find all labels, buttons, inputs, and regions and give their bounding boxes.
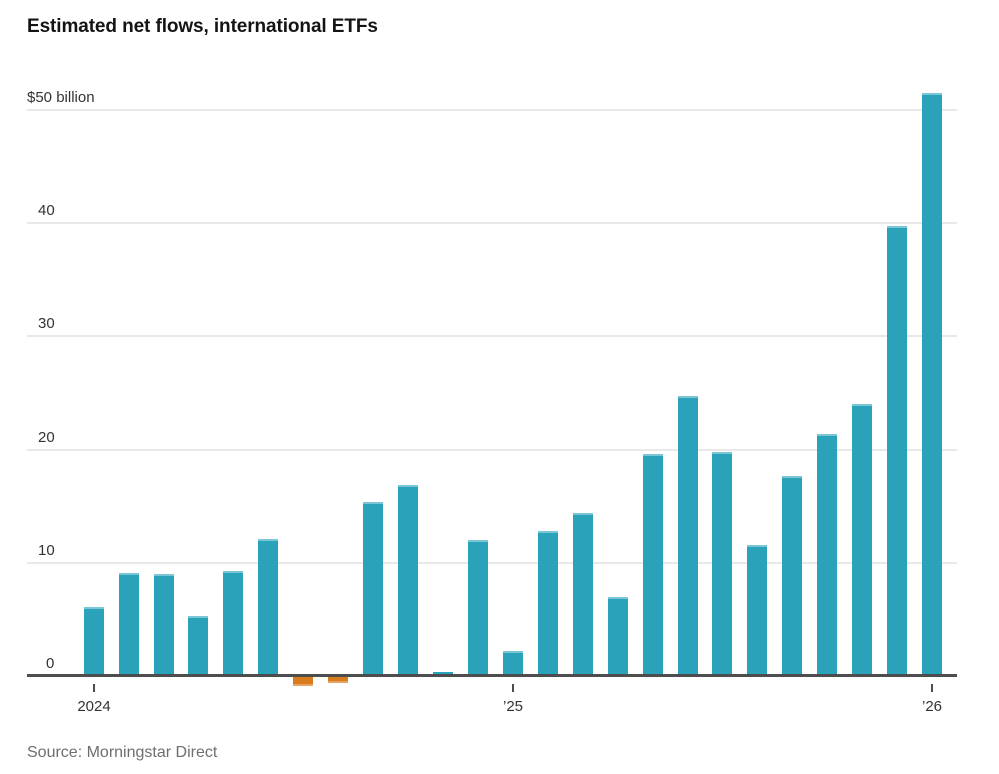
bar-may-2025 bbox=[643, 454, 663, 677]
gridline-50 bbox=[27, 109, 957, 111]
x-tick-0 bbox=[93, 684, 95, 692]
bar-oct-2024 bbox=[398, 485, 418, 677]
bar-aug-2025 bbox=[747, 545, 767, 677]
y-axis-label-30: 30 bbox=[38, 315, 55, 332]
bar-jul-2024 bbox=[293, 677, 313, 686]
bar-sep-2024 bbox=[363, 502, 383, 677]
bar-nov-2025 bbox=[852, 404, 872, 677]
bar-jun-2024 bbox=[258, 539, 278, 677]
bar-aug-2024 bbox=[328, 677, 348, 683]
bar-apr-2024 bbox=[188, 616, 208, 677]
x-tick-label-24: ’26 bbox=[921, 698, 943, 715]
y-axis-label-50: $50 billion bbox=[27, 89, 95, 106]
bar-mar-2025 bbox=[573, 513, 593, 677]
gridline-30 bbox=[27, 335, 957, 337]
bar-jan-2026 bbox=[922, 93, 942, 677]
gridline-10 bbox=[27, 562, 957, 564]
bar-dec-2024 bbox=[468, 540, 488, 677]
y-axis-label-0: 0 bbox=[46, 655, 55, 672]
y-axis-label-10: 10 bbox=[38, 542, 55, 559]
bar-oct-2025 bbox=[817, 434, 837, 677]
bar-jan-2024 bbox=[84, 607, 104, 677]
gridline-40 bbox=[27, 222, 957, 224]
gridline-20 bbox=[27, 449, 957, 451]
bar-dec-2025 bbox=[887, 226, 907, 677]
y-axis-label-40: 40 bbox=[38, 202, 55, 219]
bar-jan-2025 bbox=[503, 651, 523, 677]
x-tick-24 bbox=[931, 684, 933, 692]
bar-jul-2025 bbox=[712, 452, 732, 677]
chart-title: Estimated net flows, international ETFs bbox=[27, 16, 378, 37]
bar-feb-2024 bbox=[119, 573, 139, 677]
bar-may-2024 bbox=[223, 571, 243, 677]
x-axis-line bbox=[27, 674, 957, 677]
bar-sep-2025 bbox=[782, 476, 802, 677]
source-note: Source: Morningstar Direct bbox=[27, 744, 218, 761]
y-axis-label-20: 20 bbox=[38, 429, 55, 446]
x-tick-label-12: ’25 bbox=[502, 698, 524, 715]
bar-jun-2025 bbox=[678, 396, 698, 677]
x-tick-label-0: 2024 bbox=[77, 698, 111, 715]
bar-apr-2025 bbox=[608, 597, 628, 677]
bar-feb-2025 bbox=[538, 531, 558, 677]
bar-mar-2024 bbox=[154, 574, 174, 677]
x-tick-12 bbox=[512, 684, 514, 692]
